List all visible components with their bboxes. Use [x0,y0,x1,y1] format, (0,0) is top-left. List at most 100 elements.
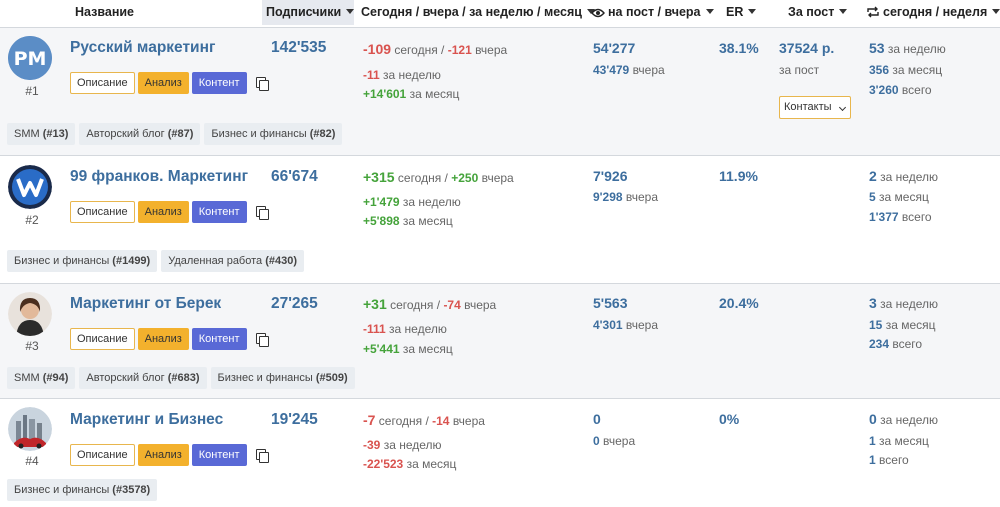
channel-photo-berek [8,292,52,336]
copy-icon[interactable] [255,332,269,347]
growth-month: +5'898 за месяц [363,214,453,228]
avatar[interactable] [8,165,52,209]
col-name-label: Название [75,5,135,19]
views-yesterday: 43'479 вчера [593,63,665,77]
category-tag[interactable]: Удаленная работа (#430) [161,250,305,272]
copy-icon[interactable] [255,76,269,91]
channel-logo-rm: PM [8,36,52,80]
col-name-header[interactable]: Название [75,0,134,25]
channel-logo-99 [8,165,52,209]
action-buttons: Описание Анализ Контент [70,328,269,350]
sort-caret-icon [705,9,714,14]
views-yesterday: 9'298 вчера [593,190,659,204]
category-tag[interactable]: Авторский блог (#683) [79,367,207,389]
channel-title[interactable]: 99 франков. Маркетинг [70,168,249,185]
sort-caret-icon [748,9,757,14]
channel-title[interactable]: Маркетинг и Бизнес [70,411,224,428]
category-tag[interactable]: Бизнес и финансы (#1499) [7,250,158,272]
category-tag[interactable]: Бизнес и финансы (#3578) [7,479,158,501]
content-button[interactable]: Контент [191,328,247,350]
category-tag[interactable]: SMM (#13) [7,123,76,145]
action-buttons: Описание Анализ Контент [70,444,269,466]
category-tag[interactable]: SMM (#94) [7,367,76,389]
col-price-label: За пост [788,5,835,19]
reposts-total: 3'260 всего [869,83,932,97]
rank: #4 [25,454,39,468]
growth-today-yesterday: -109 сегодня / -121 вчера [363,41,508,57]
content-button[interactable]: Контент [191,201,247,223]
subscribers-count: 27'265 [271,295,318,312]
table-row: PM #1 Русский маркетинг Описание Анализ … [0,27,1000,155]
table-row: #2 99 франков. Маркетинг Описание Анализ… [0,155,1000,283]
analysis-button[interactable]: Анализ [137,328,189,350]
growth-month: +5'441 за месяц [363,342,453,356]
col-price-header[interactable]: За пост [788,0,848,25]
contacts-dropdown[interactable]: Контакты [779,96,851,119]
er-value: 38.1% [719,40,759,56]
copy-icon[interactable] [255,448,269,463]
content-button[interactable]: Контент [191,72,247,94]
growth-week: -39 за неделю [363,438,442,452]
reposts-month: 356 за месяц [869,63,943,77]
sort-caret-icon [346,9,355,14]
col-subscribers-label: Подписчики [266,5,342,19]
category-tag[interactable]: Бизнес и финансы (#82) [204,123,343,145]
description-button[interactable]: Описание [70,201,135,223]
category-tags: SMM (#94) Авторский блог (#683) Бизнес и… [7,367,359,389]
avatar[interactable] [8,292,52,336]
copy-icon[interactable] [255,205,269,220]
er-value: 11.9% [719,168,758,184]
views-yesterday: 0 вчера [593,434,636,448]
er-value: 0% [719,411,740,427]
rank: #3 [25,339,39,353]
category-tag[interactable]: Бизнес и финансы (#509) [210,367,355,389]
avatar[interactable] [8,407,52,451]
avatar[interactable]: PM [8,36,52,80]
description-button[interactable]: Описание [70,72,135,94]
price-value: 37524 р. [779,40,835,56]
col-growth-label: Сегодня / вчера / за неделю / месяц [361,5,582,19]
growth-today-yesterday: +31 сегодня / -74 вчера [363,296,497,312]
growth-week: -11 за неделю [363,68,441,82]
col-er-header[interactable]: ER [726,0,757,25]
col-growth-header[interactable]: Сегодня / вчера / за неделю / месяц [361,0,595,25]
analysis-button[interactable]: Анализ [137,201,189,223]
action-buttons: Описание Анализ Контент [70,72,269,94]
category-tag[interactable]: Авторский блог (#87) [79,123,201,145]
reposts-total: 234 всего [869,337,923,351]
sort-caret-icon [839,9,848,14]
growth-today-yesterday: -7 сегодня / -14 вчера [363,412,485,428]
rank: #2 [25,213,39,227]
table-header: Название Подписчики Сегодня / вчера / за… [0,0,1000,25]
views-per-post: 5'563 [593,295,628,311]
channel-title[interactable]: Маркетинг от Берек [70,295,222,312]
description-button[interactable]: Описание [70,328,135,350]
reposts-total: 1'377 всего [869,210,932,224]
table-row: #4 Маркетинг и Бизнес Описание Анализ Ко… [0,398,1000,507]
subscribers-count: 19'245 [271,411,318,428]
sort-caret-icon [586,9,595,14]
sort-caret-icon [992,9,1000,14]
subscribers-count: 142'535 [271,39,327,56]
reposts-total: 1 всего [869,453,909,467]
analysis-button[interactable]: Анализ [137,444,189,466]
rank: #1 [25,84,39,98]
description-button[interactable]: Описание [70,444,135,466]
growth-today-yesterday: +315 сегодня / +250 вчера [363,169,514,185]
content-button[interactable]: Контент [191,444,247,466]
category-tags: Бизнес и финансы (#1499) Удаленная работ… [7,250,308,272]
reposts-month: 1 за месяц [869,434,929,448]
reposts-month: 15 за месяц [869,318,936,332]
col-reposts-header[interactable]: сегодня / неделя [866,0,1000,25]
growth-week: +1'479 за неделю [363,195,461,209]
growth-month: +14'601 за месяц [363,87,460,101]
reposts-month: 5 за месяц [869,190,929,204]
col-subscribers-header[interactable]: Подписчики [262,0,355,25]
channel-title[interactable]: Русский маркетинг [70,39,216,56]
price-label: за пост [779,63,820,77]
col-reposts-label: сегодня / неделя [883,5,988,19]
analysis-button[interactable]: Анализ [137,72,189,94]
growth-week: -111 за неделю [363,322,447,336]
table-row: #3 Маркетинг от Берек Описание Анализ Ко… [0,283,1000,398]
col-views-header[interactable]: на пост / вчера [591,0,714,25]
